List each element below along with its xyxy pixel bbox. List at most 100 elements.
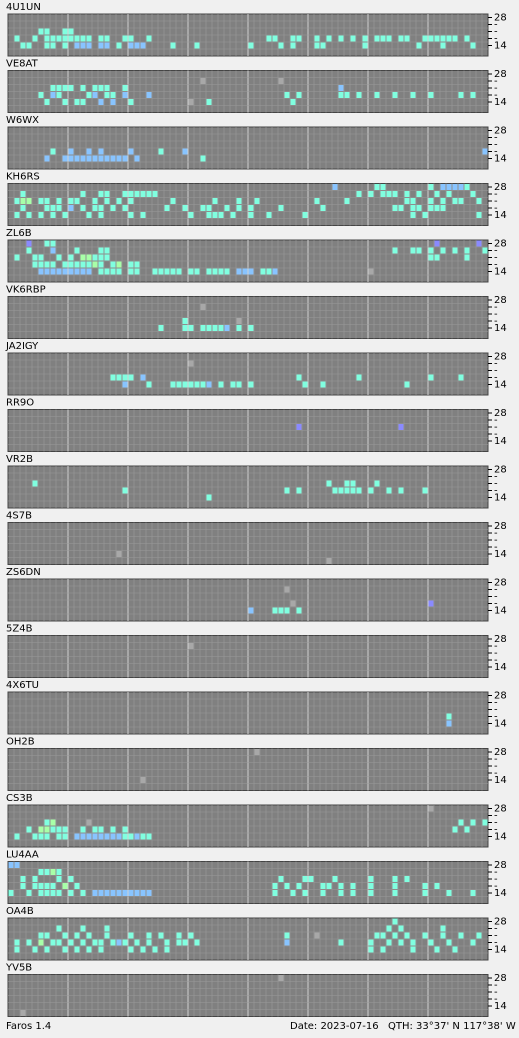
spot [14, 833, 20, 840]
spot [446, 720, 452, 727]
station-name: JA2IGY [5, 341, 39, 352]
band-label: 14 [494, 775, 507, 786]
spot [122, 939, 128, 946]
spot [110, 261, 116, 268]
spot [8, 890, 14, 896]
spot [20, 205, 26, 211]
spot [158, 268, 164, 275]
spot [44, 869, 50, 875]
spot [80, 155, 86, 162]
spot [38, 932, 44, 939]
spot [410, 946, 416, 953]
spot [152, 946, 158, 953]
spot [248, 212, 254, 218]
spot [20, 198, 26, 204]
date: Date: 2023-07-16 [290, 1021, 379, 1032]
station-name: 4X6TU [6, 680, 39, 691]
spot [62, 85, 68, 91]
spot [458, 932, 464, 939]
spot [296, 374, 302, 381]
spot [26, 826, 32, 833]
band-label: 14 [494, 662, 507, 673]
spot [26, 212, 32, 218]
spot [38, 212, 44, 218]
spot [188, 268, 194, 275]
spot [38, 92, 44, 98]
spot [458, 184, 464, 190]
spot [104, 890, 110, 896]
spot [200, 381, 206, 388]
band-label: 14 [494, 606, 507, 617]
spot [128, 946, 134, 953]
spot [392, 92, 398, 98]
spot [146, 932, 152, 939]
band-label: 14 [494, 1001, 507, 1012]
spot [98, 833, 104, 840]
spot [326, 480, 332, 487]
spot [428, 35, 434, 42]
spot [14, 946, 20, 953]
spot [74, 42, 80, 49]
spot [182, 205, 188, 211]
spot [176, 268, 182, 275]
spot [452, 184, 458, 190]
spot [206, 99, 212, 105]
spot [122, 826, 128, 833]
spot [386, 191, 392, 197]
spot [134, 268, 140, 275]
spot [86, 932, 92, 939]
band-label: - [494, 648, 498, 659]
spot [98, 85, 104, 91]
spot [56, 205, 62, 211]
spot [68, 85, 74, 91]
band-label: 14 [494, 832, 507, 843]
spot [404, 876, 410, 882]
spot [80, 205, 86, 211]
spot [32, 254, 38, 261]
spot [116, 374, 122, 381]
spot [62, 826, 68, 833]
band-label: - [494, 980, 498, 991]
band-label: 14 [494, 210, 507, 221]
spot [350, 487, 356, 494]
spot [26, 198, 32, 204]
spot [218, 268, 224, 275]
spot [338, 92, 344, 98]
spot [50, 148, 56, 155]
spot [392, 191, 398, 197]
spot [92, 205, 98, 211]
spot [368, 487, 374, 494]
spot [44, 932, 50, 939]
spot [290, 42, 296, 49]
spot [374, 480, 380, 487]
station-name: KH6RS [6, 172, 40, 183]
spot [254, 198, 260, 204]
band-label: - [494, 260, 498, 271]
spot [50, 212, 56, 218]
spot [74, 883, 80, 889]
spot [98, 35, 104, 42]
spot [98, 890, 104, 896]
spot [38, 939, 44, 946]
spot [80, 191, 86, 197]
station-name: LU4AA [6, 850, 39, 861]
spot [146, 890, 152, 896]
spot [470, 42, 476, 49]
spot [98, 939, 104, 946]
spot [158, 932, 164, 939]
spot [26, 939, 32, 946]
spot [140, 946, 146, 953]
station-name: VE8AT [6, 59, 39, 70]
band-label: 14 [494, 154, 507, 165]
spot [392, 918, 398, 925]
band-label: - [494, 542, 498, 553]
spot [92, 92, 98, 98]
station-name: 5Z4B [6, 624, 33, 635]
spot [146, 191, 152, 197]
spot [110, 833, 116, 840]
spot [86, 261, 92, 268]
spot [434, 35, 440, 42]
band-label: - [494, 359, 498, 370]
spot [434, 946, 440, 953]
spot [134, 833, 140, 840]
